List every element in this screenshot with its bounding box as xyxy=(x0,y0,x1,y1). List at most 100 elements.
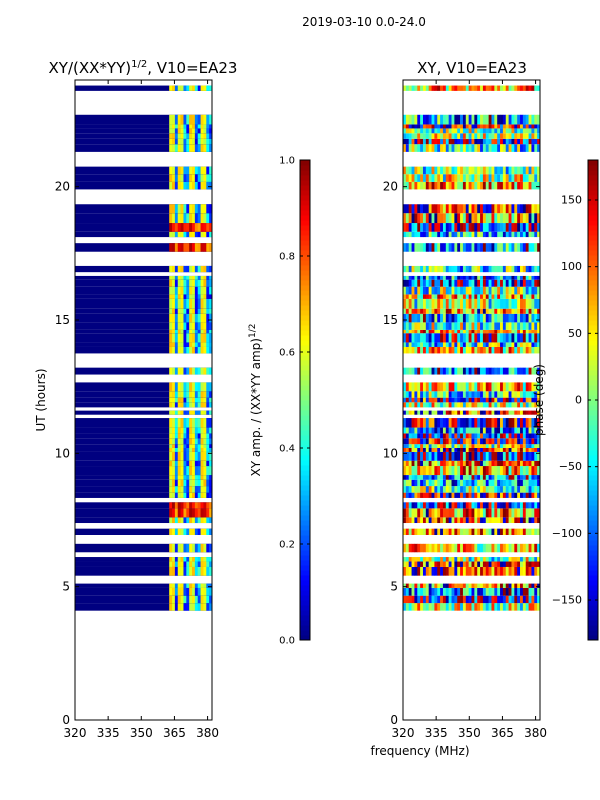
amplitude-cell xyxy=(183,475,187,480)
phase-cell xyxy=(425,333,429,343)
phase-cell xyxy=(485,543,489,553)
colorbar-step xyxy=(300,500,310,506)
phase-cell xyxy=(537,124,541,129)
phase-cell xyxy=(445,346,449,354)
phase-cell xyxy=(462,133,467,139)
phase-cell xyxy=(474,447,478,452)
phase-cell xyxy=(428,298,432,309)
phase-cell xyxy=(488,557,492,562)
amplitude-cell xyxy=(177,213,181,224)
phase-cell xyxy=(460,231,464,238)
colorbar-step xyxy=(300,280,310,286)
amplitude-cell xyxy=(197,204,201,214)
phase-cell xyxy=(534,231,538,238)
phase-cell xyxy=(482,85,487,91)
phase-cell xyxy=(454,382,458,392)
phase-cell xyxy=(477,402,481,408)
phase-cell xyxy=(454,479,458,487)
phase-cell xyxy=(491,433,495,439)
phase-cell xyxy=(437,124,441,129)
phase-cell xyxy=(411,595,415,604)
phase-cell xyxy=(411,460,415,467)
phase-cell xyxy=(442,279,447,287)
phase-cell xyxy=(440,557,444,562)
phase-cell xyxy=(434,166,438,175)
amplitude-cell xyxy=(209,128,213,134)
phase-cell xyxy=(440,603,444,611)
phase-cell xyxy=(537,508,541,518)
phase-cell xyxy=(528,213,532,224)
phase-cell xyxy=(451,85,455,91)
phase-cell xyxy=(451,402,455,408)
phase-cell xyxy=(425,85,429,91)
amplitude-cell xyxy=(200,243,204,252)
amplitude-cell xyxy=(209,486,213,493)
amplitude-cell xyxy=(206,128,210,134)
phase-cell xyxy=(425,557,429,562)
phase-cell xyxy=(531,508,535,518)
phase-cell xyxy=(460,181,464,190)
phase-cell xyxy=(440,166,444,175)
phase-cell xyxy=(482,447,487,452)
phase-cell xyxy=(420,402,424,408)
phase-cell xyxy=(403,313,407,323)
phase-cell xyxy=(505,144,509,152)
phase-cell xyxy=(408,346,412,354)
phase-cell xyxy=(403,486,407,493)
amplitude-cell xyxy=(172,433,176,439)
phase-cell xyxy=(474,595,478,604)
phase-cell xyxy=(442,418,447,428)
amplitude-cell xyxy=(183,460,187,467)
phase-cell xyxy=(465,466,469,476)
colorbar-step xyxy=(300,405,310,411)
amplitude-cell xyxy=(189,438,193,445)
phase-cell xyxy=(534,181,538,190)
phase-cell xyxy=(520,166,524,175)
phase-cell xyxy=(408,427,412,434)
phase-cell xyxy=(460,583,464,588)
phase-cell xyxy=(491,346,495,354)
phase-cell xyxy=(508,444,512,448)
amplitude-cell xyxy=(209,418,213,428)
phase-cell xyxy=(462,367,467,375)
phase-cell xyxy=(525,294,529,299)
amplitude-cell xyxy=(183,204,187,214)
phase-cell xyxy=(462,475,467,480)
phase-cell xyxy=(462,410,467,415)
phase-cell xyxy=(522,279,527,287)
phase-cell xyxy=(417,286,421,295)
phase-cell xyxy=(505,181,509,190)
phase-cell xyxy=(451,322,455,330)
colorbar-step xyxy=(300,365,310,371)
colorbar-step xyxy=(300,630,310,636)
phase-cell xyxy=(505,561,509,567)
phase-cell xyxy=(531,204,535,214)
amplitude-cell xyxy=(186,298,190,309)
phase-cell xyxy=(508,223,512,232)
phase-cell xyxy=(485,166,489,175)
phase-cell xyxy=(491,451,495,461)
phase-cell xyxy=(468,133,472,139)
phase-cell xyxy=(520,427,524,434)
colorbar-step xyxy=(588,480,598,486)
phase-cell xyxy=(482,433,487,439)
phase-cell xyxy=(517,444,521,448)
phase-cell xyxy=(528,174,532,182)
phase-cell xyxy=(414,286,418,295)
amplitude-cell xyxy=(180,391,184,398)
phase-cell xyxy=(462,460,467,467)
phase-cell xyxy=(454,308,458,314)
phase-cell xyxy=(502,486,507,493)
phase-cell xyxy=(485,243,489,252)
phase-cell xyxy=(451,447,455,452)
phase-cell xyxy=(500,517,504,524)
phase-cell xyxy=(500,561,504,567)
phase-cell xyxy=(491,308,495,314)
phase-cell xyxy=(488,298,492,309)
phase-cell xyxy=(537,298,541,309)
phase-cell xyxy=(448,329,452,334)
amplitude-cell xyxy=(180,294,184,299)
amplitude-cell xyxy=(200,438,204,445)
phase-cell xyxy=(442,114,447,125)
phase-cell xyxy=(471,85,475,91)
